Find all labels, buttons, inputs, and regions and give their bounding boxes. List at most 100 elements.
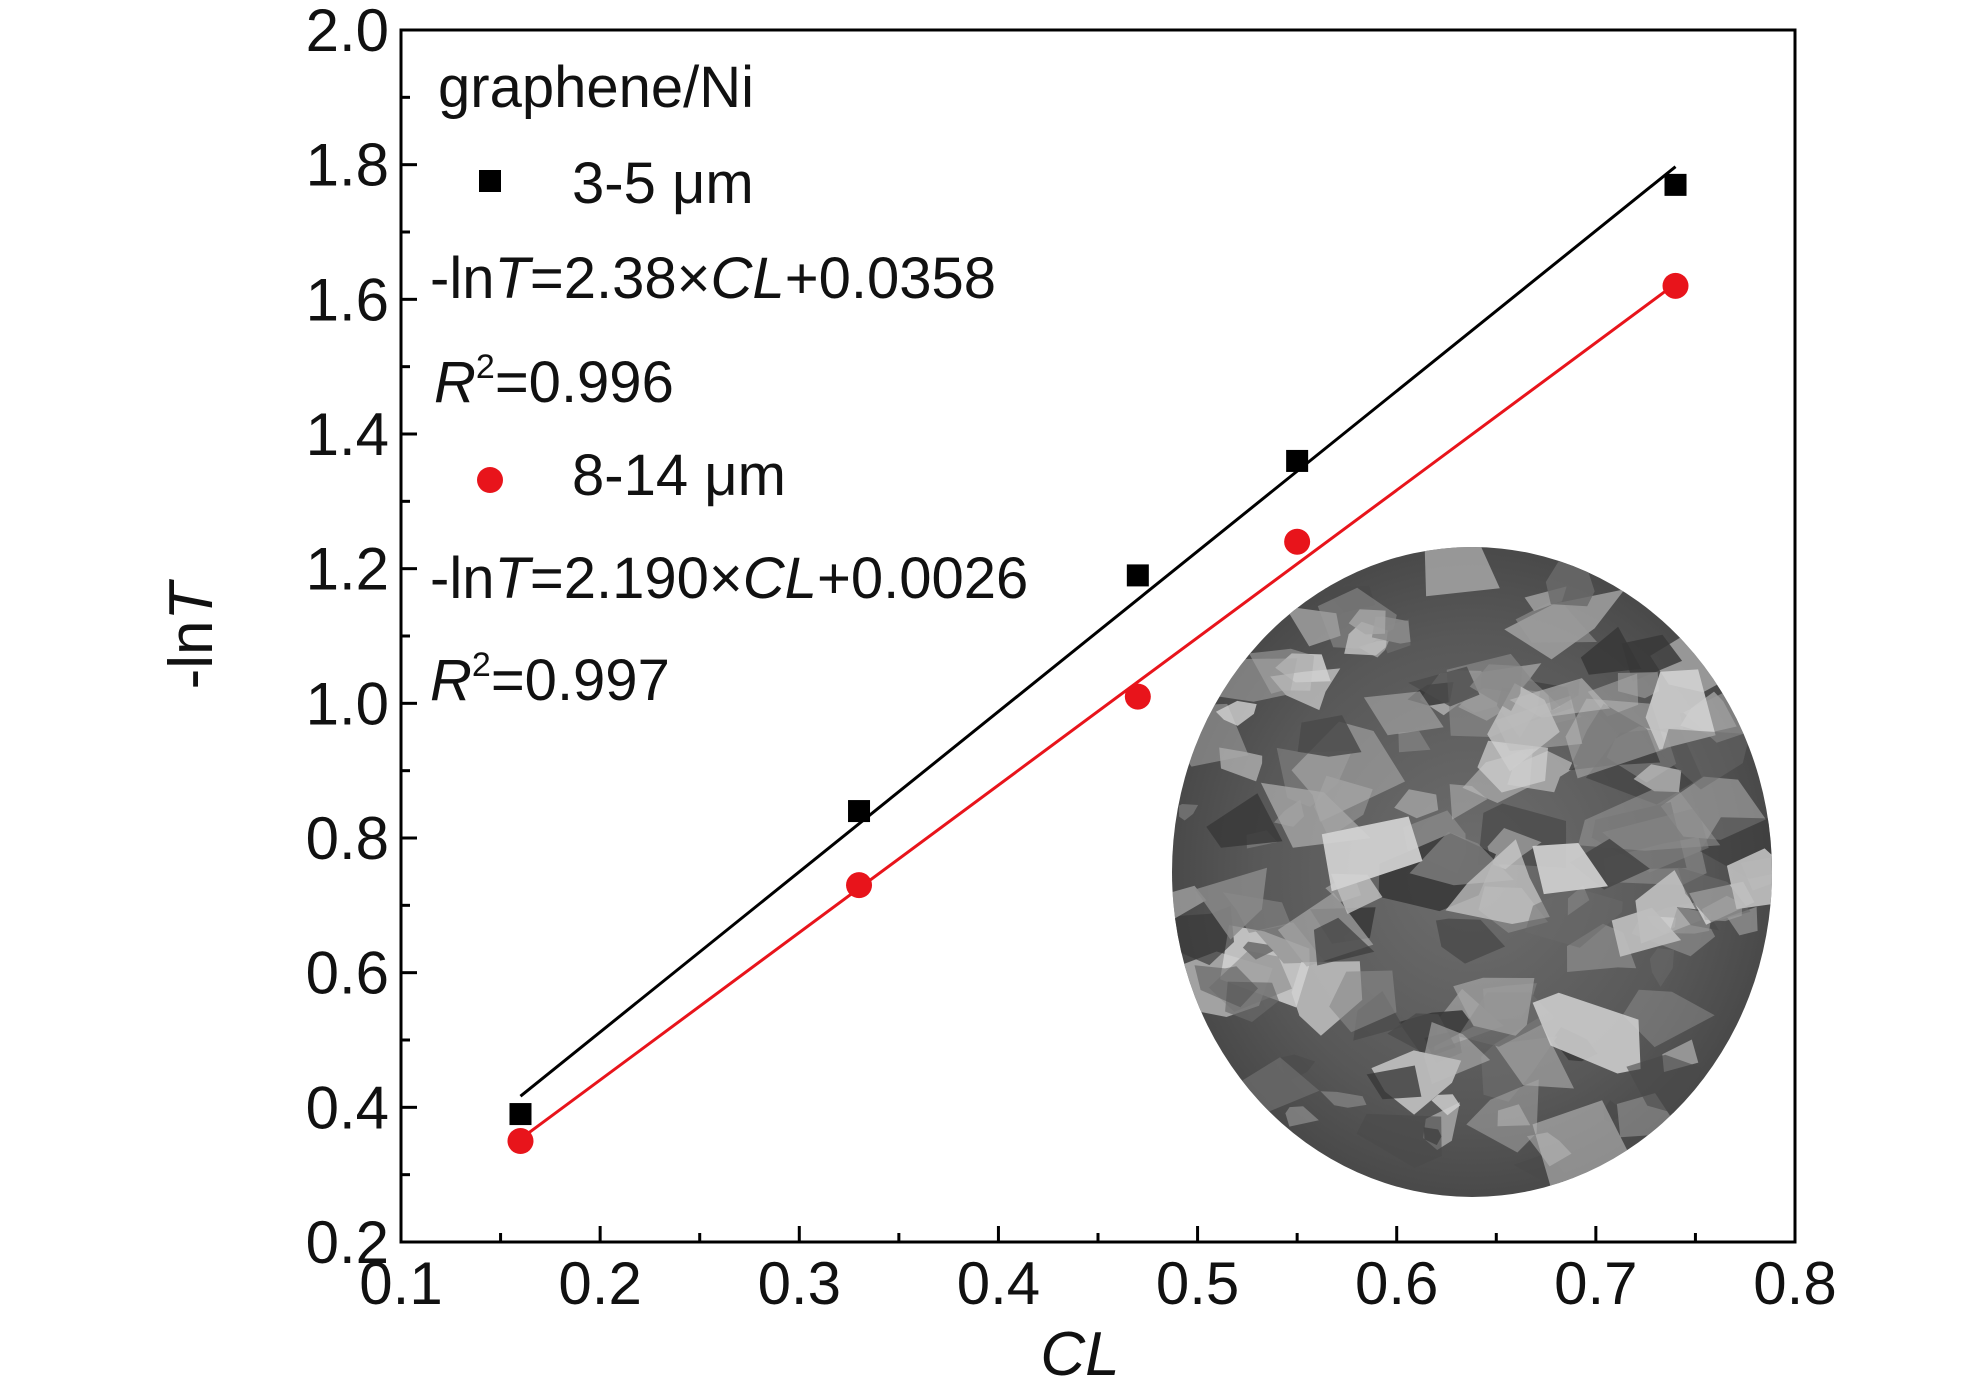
- inset-flake: [1398, 731, 1431, 753]
- x-tick-label: 0.7: [1554, 1250, 1637, 1317]
- inset-flake: [1726, 848, 1772, 910]
- inset-flake: [1515, 597, 1597, 643]
- inset-flake: [1424, 547, 1500, 597]
- inset-flake: [1645, 669, 1716, 750]
- inset-flake: [1424, 1022, 1491, 1084]
- inset-flake: [1545, 558, 1595, 607]
- data-point-series-1: [509, 1103, 532, 1126]
- inset-flake: [1321, 816, 1423, 892]
- inset-flake: [1356, 1113, 1442, 1168]
- y-tick-label: 1.8: [306, 132, 389, 199]
- inset-flake: [1225, 981, 1279, 1022]
- data-point-series-1: [1126, 564, 1149, 587]
- y-tick-label: 0.8: [306, 805, 389, 872]
- y-tick-label: 1.6: [306, 266, 389, 333]
- inset-flake: [1178, 804, 1199, 821]
- y-tick-label: 2.0: [306, 0, 389, 64]
- inset-micrograph: [1172, 547, 1772, 1197]
- inset-flake: [1449, 784, 1488, 820]
- inset-flake: [1445, 839, 1550, 924]
- legend-series-2-equation: -lnT=2.190×CL+0.0026: [430, 546, 1028, 611]
- y-tick-label: 1.4: [306, 401, 389, 468]
- inset-flake: [1602, 807, 1709, 873]
- x-axis-title: CL: [1040, 1320, 1119, 1382]
- inset-flake: [1611, 907, 1682, 957]
- inset-flake: [1435, 918, 1506, 964]
- x-tick-label: 0.4: [957, 1250, 1040, 1317]
- inset-flake: [1622, 989, 1715, 1048]
- y-tick-label: 1.0: [306, 670, 389, 737]
- y-axis: 0.2 0.4 0.6 0.8 1.0 1.2 1.4 1.6 1.8 2.0: [306, 0, 417, 1276]
- inset-flake: [1408, 666, 1480, 707]
- legend-series-1-equation: -lnT=2.38×CL+0.0358: [430, 246, 996, 311]
- x-tick-label: 0.3: [758, 1250, 841, 1317]
- x-tick-label: 0.2: [558, 1250, 641, 1317]
- data-point-series-1: [1286, 449, 1309, 472]
- inset-flake: [1702, 895, 1743, 922]
- inset-flake: [1532, 843, 1608, 895]
- inset-flake: [1469, 664, 1523, 711]
- inset-flake: [1366, 1065, 1422, 1100]
- inset-flake: [1329, 970, 1397, 1033]
- x-axis: 0.1 0.2 0.3 0.4 0.5 0.6 0.7 0.8: [359, 1226, 1837, 1317]
- legend: graphene/Ni 3-5 μm -lnT=2.38×CL+0.0358 R…: [430, 55, 1028, 713]
- inset-flake: [1363, 691, 1444, 736]
- y-axis-title: -lnT: [157, 578, 226, 689]
- x-tick-label: 0.8: [1753, 1250, 1836, 1317]
- inset-flake: [1313, 917, 1375, 966]
- inset-flake: [1285, 1106, 1319, 1127]
- legend-marker-circle: [477, 467, 503, 493]
- legend-header: graphene/Ni: [438, 55, 754, 120]
- fit-line-series-1: [519, 165, 1677, 1098]
- inset-flake: [1194, 965, 1258, 1008]
- inset-flake: [1466, 1079, 1539, 1153]
- data-point-series-1: [848, 800, 871, 823]
- inset-flake: [1633, 764, 1682, 793]
- y-tick-label: 0.4: [306, 1074, 389, 1141]
- data-point-series-1: [1664, 173, 1687, 196]
- fit-lines: [519, 165, 1677, 1141]
- data-point-series-2: [1124, 683, 1151, 710]
- inset-flake: [1565, 698, 1667, 779]
- y-tick-label: 0.6: [306, 940, 389, 1007]
- legend-series-1-name: 3-5 μm: [572, 151, 754, 216]
- legend-series-2-r2: R2=0.997: [430, 646, 670, 713]
- inset-flake: [1242, 941, 1274, 960]
- data-point-series-2: [846, 872, 873, 899]
- inset-flake: [1700, 817, 1772, 879]
- x-tick-label: 0.5: [1156, 1250, 1239, 1317]
- y-tick-label: 0.2: [306, 1209, 389, 1276]
- inset-flake: [1195, 867, 1267, 940]
- inset-flake: [1525, 886, 1623, 948]
- legend-marker-square: [479, 170, 501, 192]
- inset-flake: [1477, 740, 1548, 793]
- inset-flake: [1727, 906, 1758, 936]
- x-tick-label: 0.6: [1355, 1250, 1438, 1317]
- inset-flake: [1284, 606, 1341, 647]
- inset-flake: [1453, 977, 1535, 1036]
- data-markers: [507, 173, 1689, 1154]
- inset-flake: [1509, 678, 1611, 718]
- data-point-series-2: [1662, 272, 1689, 299]
- legend-series-1-r2: R2=0.996: [434, 348, 674, 415]
- inset-flake: [1661, 729, 1750, 790]
- inset-flake: [1578, 789, 1721, 851]
- fit-line-series-2: [519, 282, 1677, 1141]
- data-point-series-2: [507, 1128, 534, 1154]
- inset-flake: [1568, 703, 1661, 771]
- x-tick-label: 0.1: [359, 1250, 442, 1317]
- inset-flake: [1206, 793, 1283, 848]
- inset-flake: [1621, 634, 1683, 682]
- inset-flake: [1626, 1054, 1702, 1119]
- legend-series-2-name: 8-14 μm: [572, 443, 786, 508]
- inset-flake: [1297, 715, 1362, 757]
- inset-flake: [1394, 789, 1439, 819]
- y-tick-label: 1.2: [306, 536, 389, 603]
- inset-flake: [1215, 700, 1257, 726]
- inset-flake: [1348, 609, 1386, 635]
- inset-flake: [1649, 948, 1674, 987]
- data-point-series-2: [1284, 528, 1311, 555]
- inset-flake: [1580, 626, 1642, 675]
- inset-flake: [1532, 992, 1641, 1074]
